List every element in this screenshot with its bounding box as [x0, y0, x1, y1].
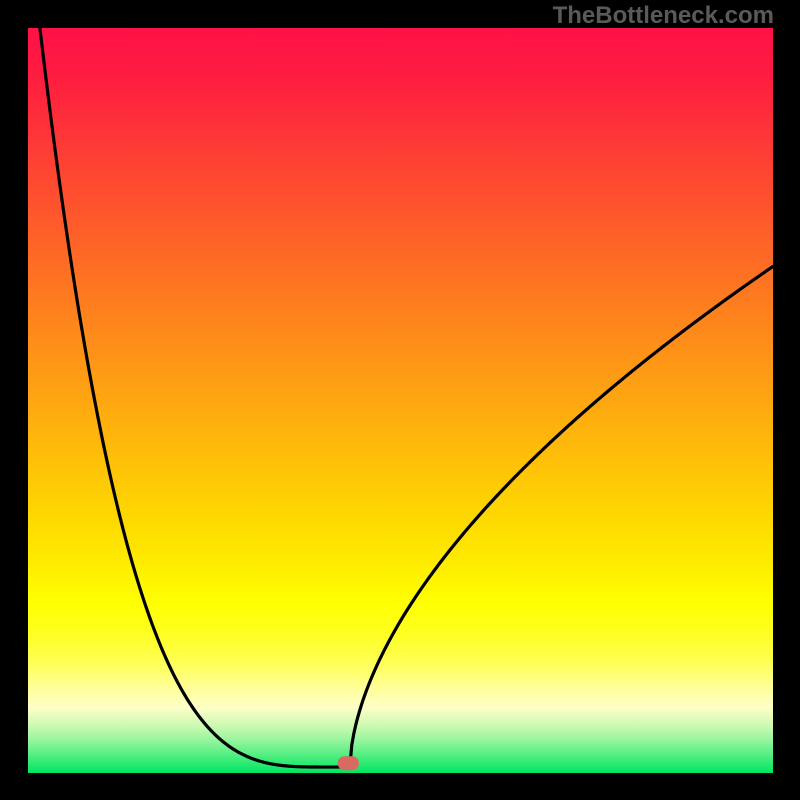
chart-svg — [28, 28, 773, 773]
optimum-marker — [338, 756, 359, 770]
chart-container: TheBottleneck.com — [0, 0, 800, 800]
watermark-text: TheBottleneck.com — [553, 2, 774, 30]
gradient-background — [28, 28, 773, 773]
plot-area — [28, 28, 773, 773]
